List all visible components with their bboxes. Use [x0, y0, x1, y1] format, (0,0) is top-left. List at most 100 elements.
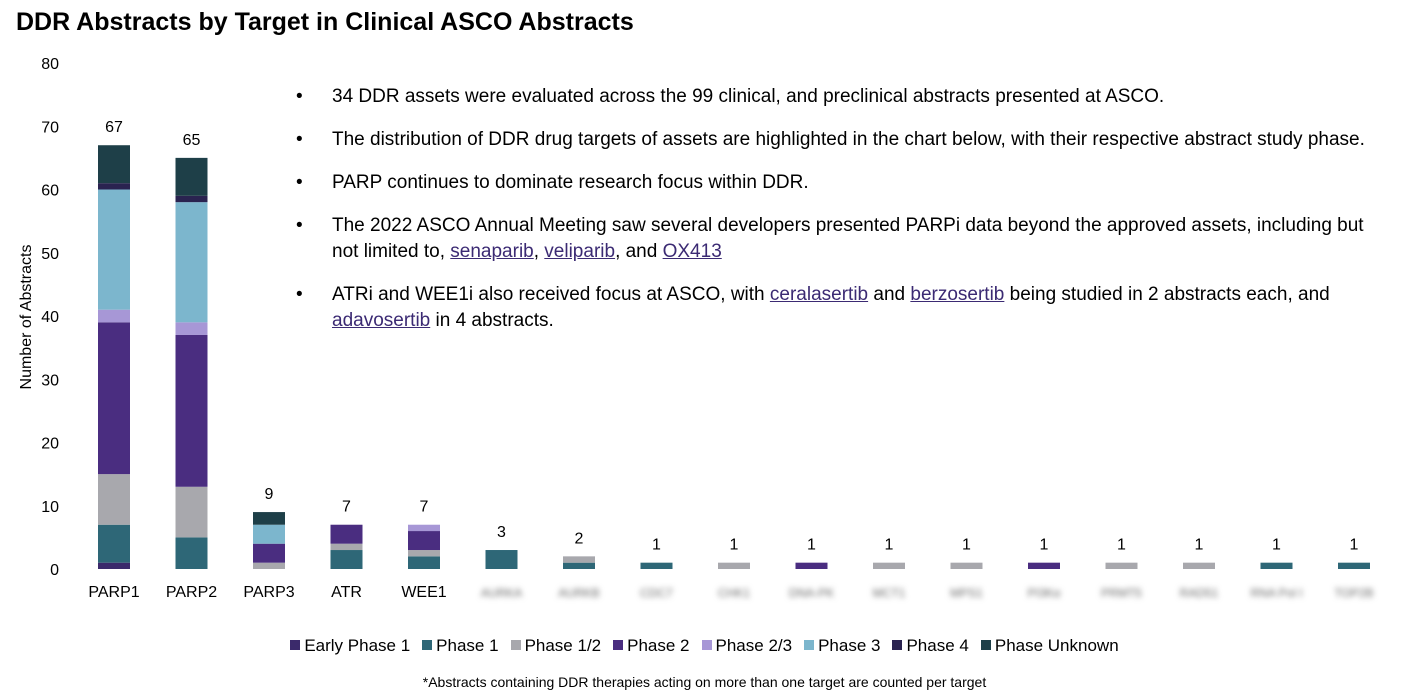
- bar-segment: [1338, 562, 1370, 569]
- bar-segment: [175, 334, 208, 487]
- y-tick-label: 20: [41, 436, 59, 453]
- y-tick-label: 70: [41, 119, 59, 136]
- y-tick-label: 60: [41, 183, 59, 200]
- total-label: 1: [652, 537, 661, 554]
- bar-segment: [175, 157, 208, 196]
- legend-swatch: [422, 640, 433, 650]
- summary-bullets: • 34 DDR assets were evaluated across the…: [290, 84, 1385, 351]
- bar-segment: [98, 309, 130, 323]
- total-label: 7: [420, 499, 429, 516]
- x-tick-label: WEE1: [401, 584, 446, 601]
- bar-segment: [408, 556, 440, 569]
- bullet-text: PARP continues to dominate research focu…: [332, 172, 809, 193]
- legend: Early Phase 1 Phase 1 Phase 1/2 Phase 2 Phas…: [0, 636, 1409, 656]
- total-label: 2: [575, 530, 584, 547]
- legend-item: Phase 1/2: [510, 636, 602, 656]
- bar-segment: [330, 524, 363, 544]
- bullet-item: • 34 DDR assets were evaluated across the…: [290, 84, 1385, 110]
- legend-label: Phase 1/2: [524, 636, 602, 655]
- bullet-item: • The 2022 ASCO Annual Meeting saw severa…: [290, 213, 1385, 265]
- bar-segment: [253, 543, 285, 563]
- bar-segment: [98, 145, 130, 184]
- total-labels: 67 65 9 7 7 3 2 1 1 1 1 1 1 1 1 1 1: [105, 119, 1358, 553]
- bar-segment: [330, 550, 363, 569]
- legend-label: Phase 2: [627, 636, 690, 655]
- legend-label: Phase Unknown: [994, 636, 1119, 655]
- y-tick-label: 30: [41, 372, 59, 389]
- bullet-text: The distribution of DDR drug targets of …: [332, 129, 1365, 150]
- bullet-item: • The distribution of DDR drug targets of…: [290, 127, 1385, 153]
- bar-segment: [98, 189, 130, 310]
- y-tick-label: 50: [41, 246, 59, 263]
- bar-segment: [1105, 562, 1138, 569]
- bullet-text: ATRi and WEE1i also received focus at AS…: [332, 284, 770, 305]
- bullet-dot: •: [296, 215, 303, 236]
- legend-swatch: [510, 640, 521, 650]
- drug-link[interactable]: veliparib: [544, 241, 616, 262]
- bar-segment: [98, 524, 130, 563]
- bullet-text: , and: [615, 241, 663, 262]
- bullet-dot: •: [296, 86, 303, 107]
- total-label: 7: [342, 499, 351, 516]
- bar-segment: [485, 550, 518, 569]
- drug-link[interactable]: senaparib: [450, 241, 534, 262]
- bar-segment: [563, 562, 595, 569]
- x-tick-label: AURKB: [558, 586, 599, 600]
- x-tick-label: MPS1: [950, 586, 983, 600]
- legend-item: Early Phase 1: [290, 636, 410, 656]
- x-tick-label: AURKA: [481, 586, 522, 600]
- bullet-dot: •: [296, 129, 303, 150]
- legend-swatch: [804, 640, 815, 650]
- y-tick-label: 0: [50, 562, 59, 579]
- x-tick-label: RNA Pol I: [1250, 586, 1302, 600]
- legend-item: Phase 1: [422, 636, 499, 656]
- bar-segment: [408, 550, 440, 557]
- x-tick-label: TOP2B: [1334, 586, 1373, 600]
- bullet-text: being studied in 2 abstracts each, and: [1004, 284, 1330, 305]
- bar-segment: [718, 562, 750, 569]
- bar-segment: [408, 524, 440, 532]
- drug-link[interactable]: adavosertib: [332, 310, 431, 331]
- x-tick-label: PRMT5: [1101, 586, 1142, 600]
- legend-label: Phase 4: [906, 636, 969, 655]
- bar-segment: [563, 556, 595, 563]
- bar-segment: [98, 562, 130, 569]
- x-tick-label: PARP2: [166, 584, 217, 601]
- total-label: 1: [962, 537, 971, 554]
- total-label: 1: [1272, 537, 1281, 554]
- bar-segment: [175, 202, 208, 323]
- bar-segment: [1183, 562, 1215, 569]
- bar-segment: [253, 562, 285, 569]
- total-label: 1: [730, 537, 739, 554]
- drug-link[interactable]: ceralasertib: [769, 284, 869, 305]
- legend-swatch: [980, 640, 991, 650]
- total-label: 1: [1040, 537, 1049, 554]
- drug-link[interactable]: berzosertib: [910, 284, 1005, 305]
- legend-item: Phase Unknown: [980, 636, 1119, 656]
- chart-title: DDR Abstracts by Target in Clinical ASCO…: [16, 8, 634, 36]
- total-label: 9: [265, 486, 274, 503]
- bullet-dot: •: [296, 172, 303, 193]
- x-tick-label: CHK1: [718, 586, 750, 600]
- bar-segment: [253, 524, 285, 544]
- y-tick-label: 80: [41, 56, 59, 73]
- total-label: 1: [1117, 537, 1126, 554]
- drug-link[interactable]: OX413: [662, 241, 722, 262]
- bar-chart: Number of Abstracts 0 10 20 30 40 50 60 70 80 67…: [18, 56, 1374, 601]
- bar-segment: [175, 486, 208, 538]
- total-label: 1: [1195, 537, 1204, 554]
- bar-segment: [175, 322, 208, 335]
- legend-label: Phase 3: [818, 636, 881, 655]
- bar-segment: [795, 562, 828, 569]
- legend-swatch: [701, 640, 712, 650]
- y-tick-label: 10: [41, 499, 59, 516]
- bar-segment: [98, 183, 130, 190]
- total-label: 1: [885, 537, 894, 554]
- bullet-text: in 4 abstracts.: [430, 310, 554, 331]
- bars: [98, 145, 1370, 569]
- total-label: 67: [105, 119, 123, 136]
- x-tick-label: DNA-PK: [789, 586, 834, 600]
- x-axis-ticks: PARP1 PARP2 PARP3 ATR WEE1 AURKA AURKB CDC7 CHK1…: [88, 584, 1373, 601]
- legend-swatch: [290, 640, 301, 650]
- bullet-item: • PARP continues to dominate research foc…: [290, 170, 1385, 196]
